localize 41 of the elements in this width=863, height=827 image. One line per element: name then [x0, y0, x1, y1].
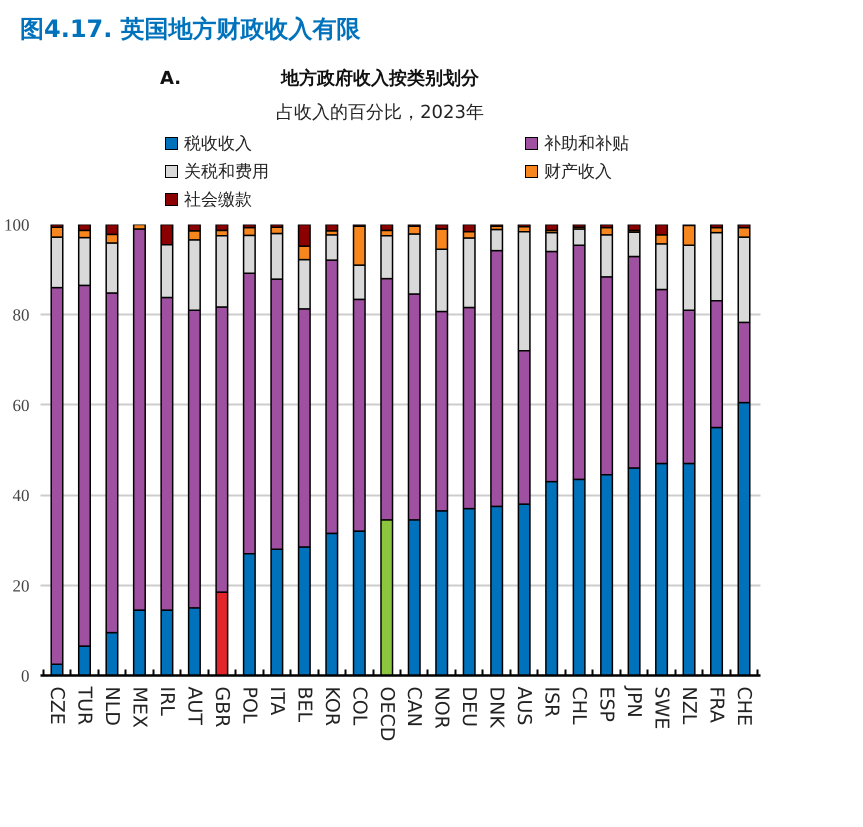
x-tick-label: SWE [650, 686, 673, 730]
text: A. [160, 67, 182, 92]
x-tick-label: AUT [183, 686, 206, 726]
x-tick-label: OECD [376, 686, 398, 742]
y-tick-label: 20 [12, 576, 30, 595]
x-tick-label: GBR [210, 686, 233, 728]
y-tick-label: 0 [21, 666, 30, 686]
x-tick-label: ITA [266, 686, 288, 715]
y-tick-label: 60 [12, 396, 30, 415]
x-tick-label: IRL [156, 686, 178, 716]
chart-title: 图4.17. 英国地方财政收入有限 [20, 14, 361, 45]
y-tick-label: 100 [4, 215, 30, 234]
chart-subtitle: 地方政府收入按类别划分 [281, 68, 479, 90]
x-tick-label: COL [348, 686, 370, 726]
x-tick-label: CAN [403, 686, 426, 727]
y-tick-label: 40 [12, 486, 30, 505]
x-tick-label: DNK [486, 686, 508, 728]
x-tick-label: CHL [568, 686, 590, 725]
x-tick-label: MEX [128, 686, 150, 728]
x-tick-label: KOR [320, 686, 343, 726]
x-tick-label: NLD [100, 686, 123, 726]
legend-label: 财产收入 [543, 160, 613, 184]
legend-label: 税收收入 [183, 132, 253, 156]
x-tick-label: POL [238, 686, 260, 724]
legend-label: 关税和费用 [183, 160, 270, 184]
text: 占收入的百分比，2023年 [275, 100, 485, 125]
legend-label: 社会缴款 [183, 188, 253, 212]
x-tick-label: CZE [46, 686, 68, 724]
x-tick-label: TUR [73, 685, 96, 725]
x-tick-label: JPN [623, 685, 646, 718]
x-tick-label: AUS [513, 686, 536, 726]
x-tick-label: BEL [293, 686, 316, 722]
x-tick-label: ISR [540, 686, 563, 718]
x-tick-label: NOR [430, 686, 453, 729]
x-tick-label: NZL [678, 686, 700, 724]
y-tick-label: 80 [12, 305, 30, 324]
legend-label: 补助和补贴 [543, 132, 630, 156]
x-tick-label: FRA [706, 686, 728, 723]
x-tick-label: CHE [733, 686, 756, 726]
x-tick-label: ESP [596, 686, 618, 722]
x-tick-label: DEU [458, 686, 480, 727]
